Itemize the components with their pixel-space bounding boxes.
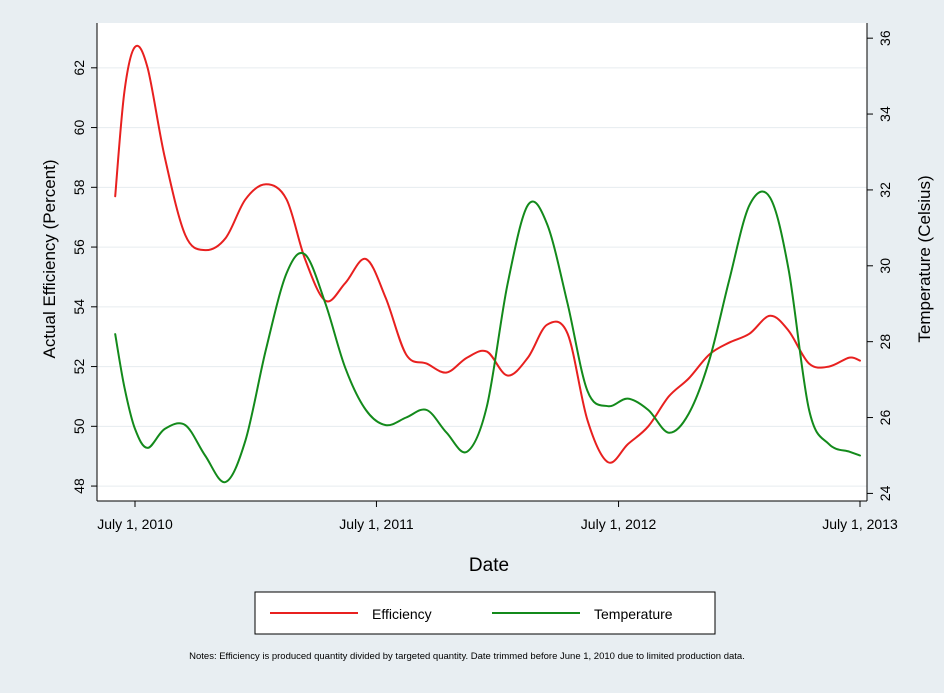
legend: Efficiency Temperature [254, 591, 716, 635]
y-right-tick-label-34: 34 [877, 106, 893, 122]
series-layer [114, 44, 861, 484]
axes-layer: 48 50 52 54 56 58 60 62 24 26 28 30 32 34 36 July 1, 20… [71, 23, 898, 532]
series-line-temperature [114, 190, 861, 484]
y-right-tick-label-24: 24 [877, 485, 893, 501]
plot-area [97, 23, 867, 501]
chart-notes: Notes: Efficiency is produced quantity d… [189, 651, 745, 662]
x-tick-label-3: July 1, 2013 [822, 516, 898, 532]
y-left-tick-label-48: 48 [71, 478, 87, 494]
x-tick-label-1: July 1, 2011 [339, 516, 414, 532]
x-axis-title: Date [469, 555, 509, 576]
y-left-tick-label-60: 60 [71, 120, 87, 136]
y-right-tick-label-36: 36 [877, 30, 893, 46]
x-tick-label-2: July 1, 2012 [581, 516, 657, 532]
series-line-efficiency [114, 44, 861, 464]
y-left-tick-label-62: 62 [71, 60, 87, 76]
y-left-axis-title: Actual Efficiency (Percent) [40, 159, 59, 358]
y-left-tick-label-54: 54 [71, 299, 87, 315]
y-right-tick-label-30: 30 [877, 258, 893, 274]
y-right-tick-label-26: 26 [877, 410, 893, 426]
legend-label-efficiency: Efficiency [372, 606, 432, 622]
y-right-tick-label-32: 32 [877, 182, 893, 198]
x-tick-label-0: July 1, 2010 [97, 516, 173, 532]
y-left-tick-label-50: 50 [71, 418, 87, 434]
y-left-tick-label-52: 52 [71, 359, 87, 375]
y-left-tick-label-58: 58 [71, 179, 87, 195]
y-right-tick-label-28: 28 [877, 334, 893, 350]
legend-label-temperature: Temperature [594, 606, 673, 622]
y-right-axis-title: Temperature (Celsius) [915, 175, 934, 342]
y-left-tick-label-56: 56 [71, 239, 87, 255]
